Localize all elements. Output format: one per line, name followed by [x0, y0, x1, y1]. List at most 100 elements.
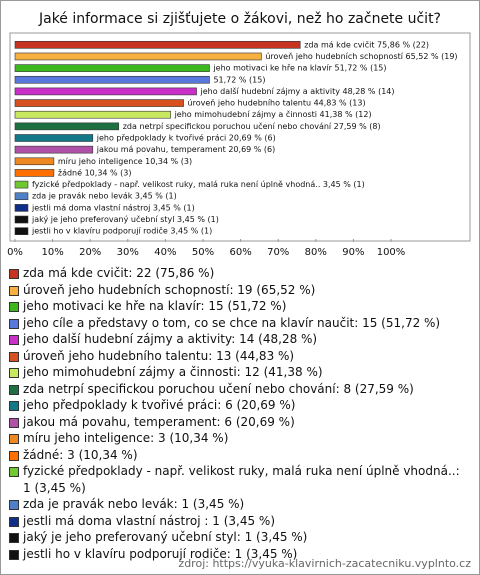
legend-entry: úroveň jeho hudebního talentu: 13 (44,83… [9, 348, 471, 365]
value-label: fyzické předpoklady - např. velikost ruk… [32, 179, 365, 189]
legend-entry: úroveň jeho hudebních schopností: 19 (65… [9, 282, 471, 299]
chart: Jaké informace si zjišťujete o žákovi, n… [7, 11, 471, 258]
x-tick-label: 0% [7, 247, 23, 258]
value-label: jeho předpoklady k tvořivé práci 20,69 %… [96, 133, 276, 143]
legend-entry: zda je pravák nebo levák: 1 (3,45 %) [9, 496, 471, 513]
legend-swatch [9, 467, 19, 477]
bar [14, 227, 29, 235]
legend-entry: míru jeho inteligence: 3 (10,34 %) [9, 430, 471, 447]
legend-swatch [9, 516, 19, 527]
legend-swatch [9, 401, 19, 411]
legend-label: jeho další hudební zájmy a aktivity: 14 … [23, 332, 318, 346]
value-label: jakou má povahu, temperament 20,69 % (6) [96, 145, 275, 154]
value-label: jaký je jeho preferovaný učební styl 3,4… [31, 214, 219, 224]
legend-swatch [9, 384, 19, 395]
legend-label: zda netrpí specifickou poruchou učení ne… [23, 381, 414, 396]
legend-label: úroveň jeho hudebního talentu: 13 (44,83… [23, 348, 295, 363]
value-label: zda netrpí specifickou poruchou učení ne… [123, 121, 381, 131]
legend-entry: jaký je jeho preferovaný učební styl: 1 … [9, 529, 471, 546]
legend-swatch [9, 351, 19, 362]
legend-label: jeho mimohudební zájmy a činnosti: 12 (4… [23, 365, 323, 379]
bar [14, 204, 29, 212]
value-label: jeho motivaci ke hře na klavír 51,72 % (… [212, 64, 386, 73]
legend-label: zda je pravák nebo levák: 1 (3,45 %) [23, 497, 245, 511]
value-label: úroveň jeho hudebního talentu 44,83 % (1… [188, 98, 366, 108]
legend-swatch [9, 450, 19, 461]
bar [14, 75, 210, 84]
legend-entry: jestli ho v klavíru podporují rodiče: 1 … [9, 546, 471, 563]
legend-label: jeho předpoklady k tvořivé práci: 6 (20,… [23, 398, 296, 412]
bar [14, 110, 171, 119]
legend-swatch [9, 533, 19, 543]
x-tick-label: 60% [229, 247, 251, 258]
legend-entry: jeho mimohudební zájmy a činnosti: 12 (4… [9, 364, 471, 381]
bar [14, 145, 94, 154]
legend-entry: fyzické předpoklady - např. velikost ruk… [9, 463, 471, 496]
legend-swatch [9, 417, 19, 428]
legend-entry: jakou má povahu, temperament: 6 (20,69 %… [9, 414, 471, 431]
bar [14, 180, 29, 189]
x-tick-label: 40% [154, 247, 176, 258]
legend-swatch [9, 434, 19, 444]
legend-swatch [9, 500, 19, 510]
legend-entry: zda netrpí specifickou poruchou učení ne… [9, 381, 471, 398]
legend-label: jeho cíle a představy o tom, co se chce … [23, 315, 441, 330]
x-tick-label: 20% [79, 247, 101, 258]
legend-label: fyzické předpoklady - např. velikost ruk… [23, 464, 460, 495]
x-tick-label: 90% [342, 247, 364, 258]
legend-entry: jeho předpoklady k tvořivé práci: 6 (20,… [9, 397, 471, 414]
value-label: žádné 10,34 % (3) [58, 167, 132, 177]
bar [14, 99, 184, 107]
legend-label: žádné: 3 (10,34 %) [23, 447, 138, 462]
legend-swatch [9, 318, 19, 329]
chart-title: Jaké informace si zjišťujete o žákovi, n… [38, 11, 441, 27]
bar [14, 87, 197, 96]
bar [14, 215, 29, 224]
legend-swatch [9, 549, 19, 560]
legend-swatch [9, 335, 19, 345]
legend-entry: jestli má doma vlastní nástroj : 1 (3,45… [9, 513, 471, 530]
value-label: zda má kde cvičit 75,86 % (22) [304, 39, 429, 49]
value-label: jestli má doma vlastní nástroj 3,45 % (1… [31, 203, 195, 212]
x-tick-label: 30% [117, 247, 139, 258]
legend-label: míru jeho inteligence: 3 (10,34 %) [23, 431, 229, 445]
legend-swatch [9, 302, 19, 312]
legend-swatch [9, 269, 19, 279]
value-label: zda je pravák nebo levák 3,45 % (1) [32, 192, 177, 201]
legend-entry: žádné: 3 (10,34 %) [9, 447, 471, 464]
x-tick-label: 50% [192, 247, 214, 258]
bar [14, 157, 55, 166]
legend-entry: zda má kde cvičit: 22 (75,86 %) [9, 265, 471, 282]
bar [14, 52, 262, 61]
x-tick-label: 70% [267, 247, 289, 258]
x-tick-label: 80% [305, 247, 327, 258]
value-label: 51,72 % (15) [213, 75, 265, 84]
bar [14, 64, 210, 72]
value-label: jestli ho v klavíru podporují rodiče 3,4… [31, 226, 212, 236]
bar [14, 41, 301, 49]
legend-label: jaký je jeho preferovaný učební styl: 1 … [23, 530, 308, 544]
source: zdroj: https://vyuka-klavirnich-zacatecn… [178, 557, 471, 570]
legend-label: jakou má povahu, temperament: 6 (20,69 %… [23, 414, 295, 429]
legend-label: úroveň jeho hudebních schopností: 19 (65… [23, 282, 316, 297]
bar [14, 192, 29, 201]
value-label: jeho další hudební zájmy a aktivity 48,2… [200, 86, 395, 96]
bar [14, 134, 94, 142]
value-label: jeho mimohudební zájmy a činnosti 41,38 … [174, 109, 372, 119]
legend-swatch [9, 285, 19, 296]
bar [14, 122, 120, 131]
legend-entry: jeho motivaci ke hře na klavír: 15 (51,7… [9, 298, 471, 315]
value-label: míru jeho inteligence 10,34 % (3) [58, 157, 192, 166]
legend-entry: jeho cíle a představy o tom, co se chce … [9, 315, 471, 332]
value-label: úroveň jeho hudebních schopností 65,52 %… [265, 51, 457, 61]
legend-entry: jeho další hudební zájmy a aktivity: 14 … [9, 331, 471, 348]
x-tick-label: 100% [377, 247, 406, 258]
legend-label: jestli má doma vlastní nástroj : 1 (3,45… [23, 513, 276, 528]
legend-label: jeho motivaci ke hře na klavír: 15 (51,7… [23, 299, 287, 313]
legend-label: jestli ho v klavíru podporují rodiče: 1 … [23, 546, 298, 561]
legend-swatch [9, 368, 19, 378]
bar [14, 169, 55, 177]
x-tick-label: 10% [41, 247, 63, 258]
legend-label: zda má kde cvičit: 22 (75,86 %) [23, 266, 215, 280]
